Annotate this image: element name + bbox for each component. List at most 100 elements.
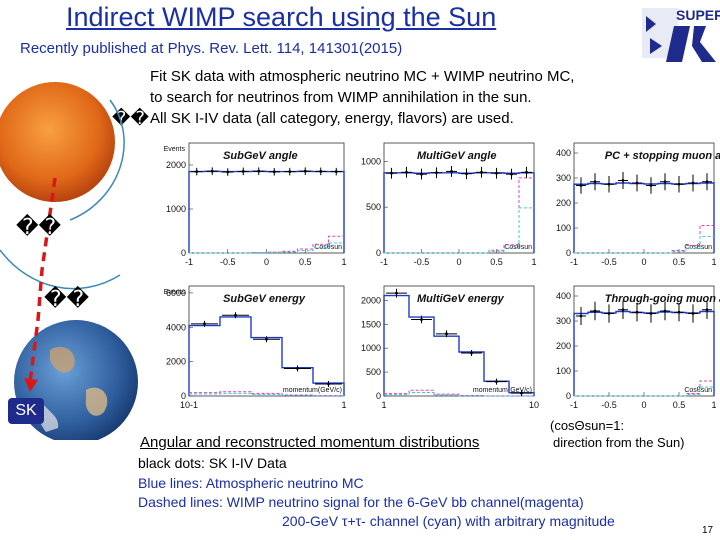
y-tick-label: 200 — [556, 341, 571, 351]
data-point — [705, 180, 709, 184]
data-point — [663, 180, 667, 184]
x-tick-label: 0 — [641, 257, 646, 267]
legend-cyan-lines: 200-GeV τ+τ- channel (cyan) with arbitra… — [282, 513, 615, 529]
y-tick-label: 1000 — [361, 156, 381, 166]
data-point — [607, 312, 611, 315]
data-point — [649, 184, 653, 187]
x-tick-label: 10 — [529, 400, 539, 410]
x-tick-label: -1 — [570, 257, 578, 267]
plot-frame — [188, 285, 345, 397]
neutrino-path-arrow — [28, 177, 57, 383]
y-tick-label: 300 — [556, 173, 571, 183]
y-tick-label: 2000 — [166, 357, 186, 367]
wimp-cyan-line — [384, 207, 534, 254]
data-point — [450, 170, 453, 173]
diagram-glyph-1: �� — [16, 214, 62, 239]
y-tick-label: 200 — [556, 198, 571, 208]
x-tick-label: 1 — [711, 257, 716, 267]
wimp-cyan-line — [189, 242, 344, 254]
x-axis-label: momentum(GeV/c) — [473, 387, 532, 394]
data-point — [607, 182, 611, 186]
x-tick-label: -1 — [380, 257, 388, 267]
y-tick-label: 6000 — [166, 288, 186, 298]
mc-histogram-line — [188, 170, 345, 253]
x-tick-label: 0.5 — [673, 257, 686, 267]
data-point — [495, 380, 498, 384]
page-number: 17 — [702, 525, 714, 536]
x-tick-label: 1 — [341, 400, 346, 410]
slide-subtitle: Recently published at Phys. Rev. Lett. 1… — [20, 40, 403, 57]
chart-title: SubGeV energy — [223, 293, 306, 305]
x-tick-label: -0.5 — [601, 257, 617, 267]
y-tick-label: 1500 — [361, 319, 381, 329]
data-point — [435, 171, 438, 175]
wimp-magenta-line — [189, 391, 344, 397]
data-point — [272, 170, 276, 174]
data-point — [395, 291, 398, 295]
x-tick-label: 1 — [711, 400, 716, 410]
x-tick-label: 0.5 — [490, 257, 503, 267]
x-tick-label: 0.5 — [673, 400, 686, 410]
arrow-head-icon — [24, 378, 38, 392]
data-point — [241, 169, 245, 173]
data-point — [520, 391, 523, 395]
y-tick-label: 4000 — [166, 322, 186, 332]
data-point — [691, 181, 695, 185]
data-point — [635, 310, 639, 314]
y-tick-label: 0 — [376, 391, 381, 401]
data-point — [257, 169, 261, 173]
data-point — [296, 367, 299, 370]
legend-blue-lines: Blue lines: Atmospheric neutrino MC — [138, 475, 364, 491]
data-point — [203, 322, 206, 326]
data-point — [303, 169, 307, 173]
wimp-cyan-line — [384, 392, 534, 397]
data-point — [195, 170, 199, 173]
wimp-magenta-line — [384, 389, 534, 397]
super-k-logo: SUPER — [636, 2, 720, 66]
chart-title: SubGeV angle — [223, 150, 298, 162]
chart-title: PC + stopping muon angle — [605, 150, 720, 162]
y-tick-label: 400 — [556, 291, 571, 301]
y-tick-label: 1000 — [166, 204, 186, 214]
chart-title: MultiGeV energy — [417, 293, 505, 305]
mc-histogram-line — [383, 172, 535, 253]
data-point — [691, 312, 695, 315]
mc-histogram-line — [383, 294, 535, 396]
y-tick-label: 100 — [556, 366, 571, 376]
data-point — [210, 169, 214, 173]
chart-title: MultiGeV angle — [417, 150, 496, 162]
data-point — [390, 171, 393, 175]
x-tick-label: 1 — [381, 400, 386, 410]
x-tick-label: 0 — [264, 257, 269, 267]
x-tick-label: -1 — [570, 400, 578, 410]
data-point — [470, 351, 473, 355]
data-point — [677, 310, 681, 314]
data-point — [288, 170, 292, 173]
chart-multigev-angle: 0 500 1000 -1 -0.5 0 0.5 1 MultiGeV angle Cosθsun — [350, 135, 540, 275]
data-point — [495, 171, 498, 175]
data-point — [420, 172, 423, 176]
x-tick-label: 0.5 — [299, 257, 312, 267]
sun-earth-diagram — [0, 82, 138, 440]
y-tick-label: 1000 — [361, 343, 381, 353]
x-axis-label: Cosθsun — [684, 244, 712, 251]
chart-through-going-muon-angle: 0 100 200 300 400 -1 -0.5 0 0.5 1 Through-going mu… — [540, 278, 720, 418]
chart-subgev-energy: 0 2000 4000 6000 10-1 1 SubGeV energy Events mom… — [155, 278, 350, 418]
diagram-glyph-2: �� — [44, 286, 90, 311]
legend-black-dots: black dots: SK I-IV Data — [138, 455, 287, 471]
x-tick-label: -0.5 — [220, 257, 236, 267]
sk-detector-label: SK — [8, 398, 44, 424]
data-point — [226, 170, 230, 174]
data-point — [480, 170, 483, 174]
description-line-3: All SK I-IV data (all category, energy, … — [150, 110, 514, 127]
plot-frame — [573, 142, 715, 254]
data-point — [621, 179, 625, 182]
x-tick-label: -1 — [185, 257, 193, 267]
data-point — [663, 309, 667, 313]
y-tick-label: 0 — [566, 391, 571, 401]
slide-title: Indirect WIMP search using the Sun — [66, 2, 497, 32]
figure-caption: Angular and reconstructed momentum distr… — [140, 434, 480, 451]
wimp-cyan-line — [574, 236, 714, 254]
data-point — [234, 313, 237, 317]
y-tick-label: 500 — [366, 367, 381, 377]
